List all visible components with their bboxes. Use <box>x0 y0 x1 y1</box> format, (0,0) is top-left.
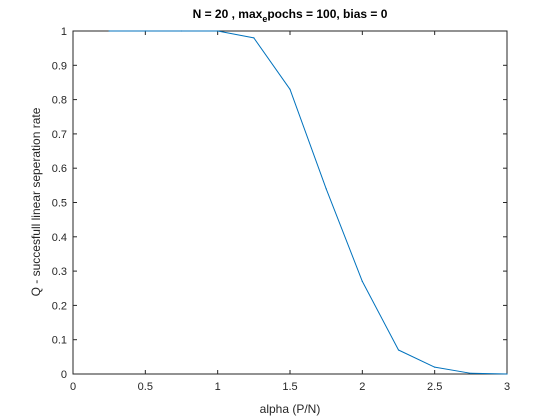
y-axis: 0 0.1 0.2 0.3 0.4 0.5 0.6 0.7 0.8 0.9 1 <box>52 26 507 381</box>
x-tick-label: 0 <box>70 381 76 393</box>
data-point <box>361 280 363 282</box>
chart-title: N = 20 , maxepochs = 100, bias = 0 <box>193 7 388 24</box>
x-tick-label: 0.5 <box>138 381 153 393</box>
data-point <box>144 30 146 32</box>
x-tick-label: 1 <box>215 381 221 393</box>
x-tick-label: 1.5 <box>282 381 297 393</box>
x-tick-label: 2.5 <box>427 381 442 393</box>
data-point <box>217 30 219 32</box>
y-tick-label: 0.8 <box>52 95 67 107</box>
data-point <box>289 88 291 90</box>
series-line <box>109 30 508 375</box>
data-point <box>253 37 255 39</box>
chart-title-part2: pochs = 100, bias = 0 <box>267 7 387 21</box>
data-point <box>325 188 327 190</box>
x-tick-label: 2 <box>359 381 365 393</box>
y-tick-label: 0.1 <box>52 335 67 347</box>
y-tick-label: 0.6 <box>52 163 67 175</box>
chart-title-subscript: e <box>262 14 267 24</box>
y-tick-label: 0.2 <box>52 300 67 312</box>
y-tick-label: 1 <box>61 26 67 38</box>
data-point <box>434 366 436 368</box>
y-tick-label: 0.4 <box>52 232 67 244</box>
y-tick-label: 0.5 <box>52 198 67 210</box>
data-point <box>180 30 183 32</box>
data-point <box>108 30 110 32</box>
x-axis: 0 0.5 1 1.5 2 2.5 3 <box>70 31 510 393</box>
y-tick-label: 0.9 <box>52 60 67 72</box>
y-tick-label: 0 <box>61 369 67 381</box>
y-tick-label: 0.3 <box>52 266 67 278</box>
chart-title-part1: N = 20 , max <box>193 7 263 21</box>
y-tick-label: 0.7 <box>52 129 67 141</box>
data-point <box>470 372 472 374</box>
axes-box <box>72 30 508 375</box>
data-point <box>397 349 400 351</box>
x-axis-label: alpha (P/N) <box>260 402 321 416</box>
y-axis-label: Q - succesfull linear seperation rate <box>29 107 43 296</box>
plot-area <box>108 30 508 375</box>
data-point <box>506 373 508 375</box>
x-tick-label: 3 <box>504 381 510 393</box>
